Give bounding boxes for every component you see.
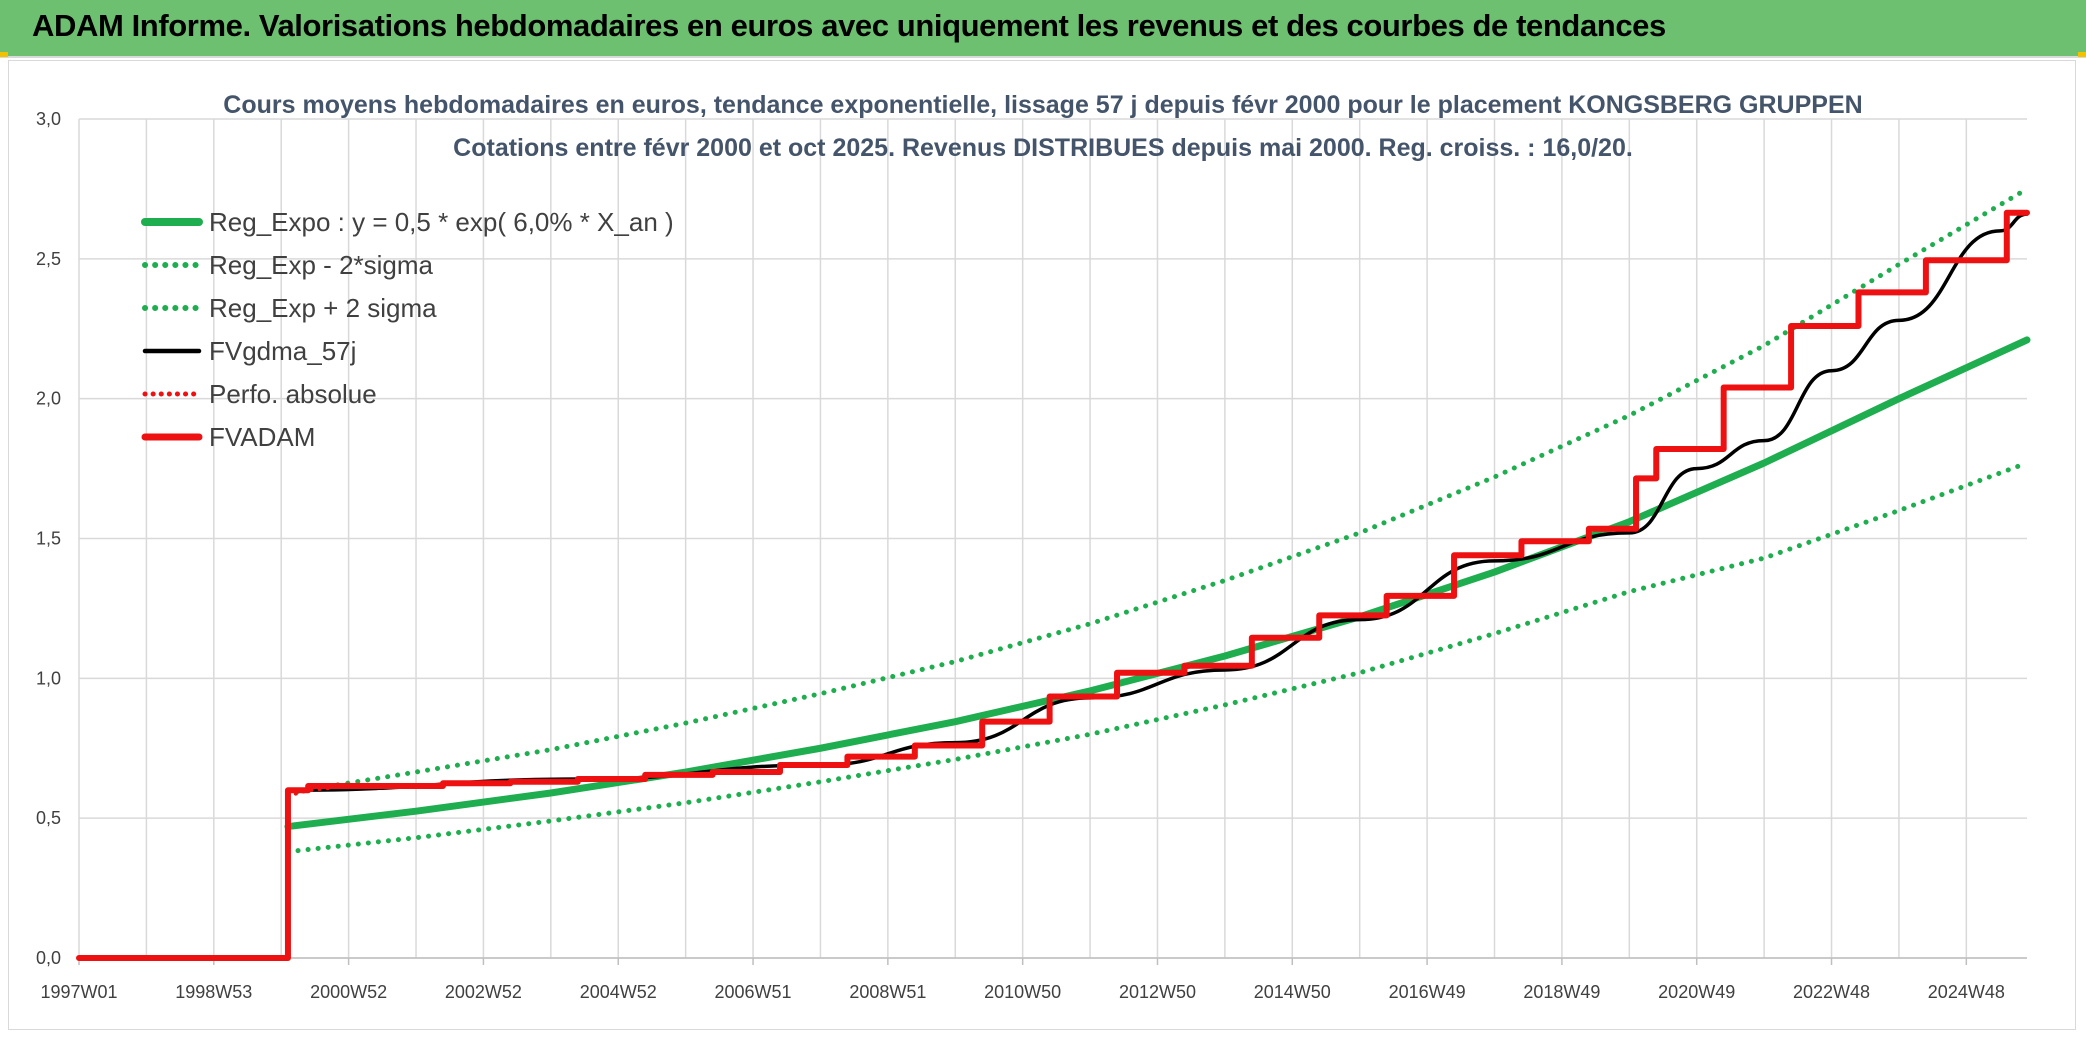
chart-title: Cours moyens hebdomadaires en euros, ten… (223, 91, 1862, 119)
axis-layer: 0,0 0,5 1,0 1,5 2,0 2,5 3,0 1997W01 1998W53 2000W… (36, 109, 2027, 1002)
y-tick-label: 2,0 (36, 389, 61, 409)
series-line-dotted-green (285, 460, 2030, 855)
y-tick-label: 2,5 (36, 249, 61, 269)
x-tick-label: 2020W49 (1658, 982, 1735, 1002)
y-tick-label: 1,0 (36, 668, 61, 688)
x-tick-label: 2014W50 (1254, 982, 1331, 1002)
x-tick-label: 2012W50 (1119, 982, 1196, 1002)
x-tick-label: 1997W01 (40, 982, 117, 1002)
x-tick-label: 2002W52 (445, 982, 522, 1002)
chart-subtitle: Cotations entre févr 2000 et oct 2025. R… (453, 134, 1633, 162)
x-tick-label: 2024W48 (1928, 982, 2005, 1002)
corner-mark-right (2078, 52, 2086, 57)
y-tick-label: 0,5 (36, 808, 61, 828)
x-tick-label: 2018W49 (1523, 982, 1600, 1002)
legend: Reg_Expo : y = 0,5 * exp( 6,0% * X_an ) R… (141, 207, 674, 452)
legend-label: FVADAM (209, 422, 315, 452)
series-line-solid-red-step (76, 209, 2030, 961)
legend-label: FVgdma_57j (209, 336, 356, 366)
legend-label: Reg_Exp + 2 sigma (209, 293, 437, 323)
legend-label: Reg_Expo : y = 0,5 * exp( 6,0% * X_an ) (209, 207, 674, 237)
series-line-dotted-green (285, 186, 2030, 796)
y-tick-label: 3,0 (36, 109, 61, 129)
corner-mark-left (0, 52, 8, 57)
x-tick-label: 2000W52 (310, 982, 387, 1002)
header-bar: ADAM Informe. Valorisations hebdomadaire… (0, 0, 2086, 58)
legend-label: Reg_Exp - 2*sigma (209, 250, 434, 280)
report-title: ADAM Informe. Valorisations hebdomadaire… (32, 8, 1666, 43)
chart-frame (8, 60, 2076, 1030)
y-tick-label: 0,0 (36, 948, 61, 968)
x-tick-label: 2004W52 (580, 982, 657, 1002)
x-tick-label: 2022W48 (1793, 982, 1870, 1002)
x-tick-label: 2006W51 (715, 982, 792, 1002)
series-layer (76, 186, 2031, 961)
x-tick-label: 2016W49 (1389, 982, 1466, 1002)
grid-layer (78, 118, 2027, 959)
y-tick-label: 1,5 (36, 529, 61, 549)
legend-label: Perfo. absolue (209, 379, 377, 409)
x-tick-label: 2008W51 (849, 982, 926, 1002)
x-tick-label: 1998W53 (175, 982, 252, 1002)
x-tick-label: 2010W50 (984, 982, 1061, 1002)
